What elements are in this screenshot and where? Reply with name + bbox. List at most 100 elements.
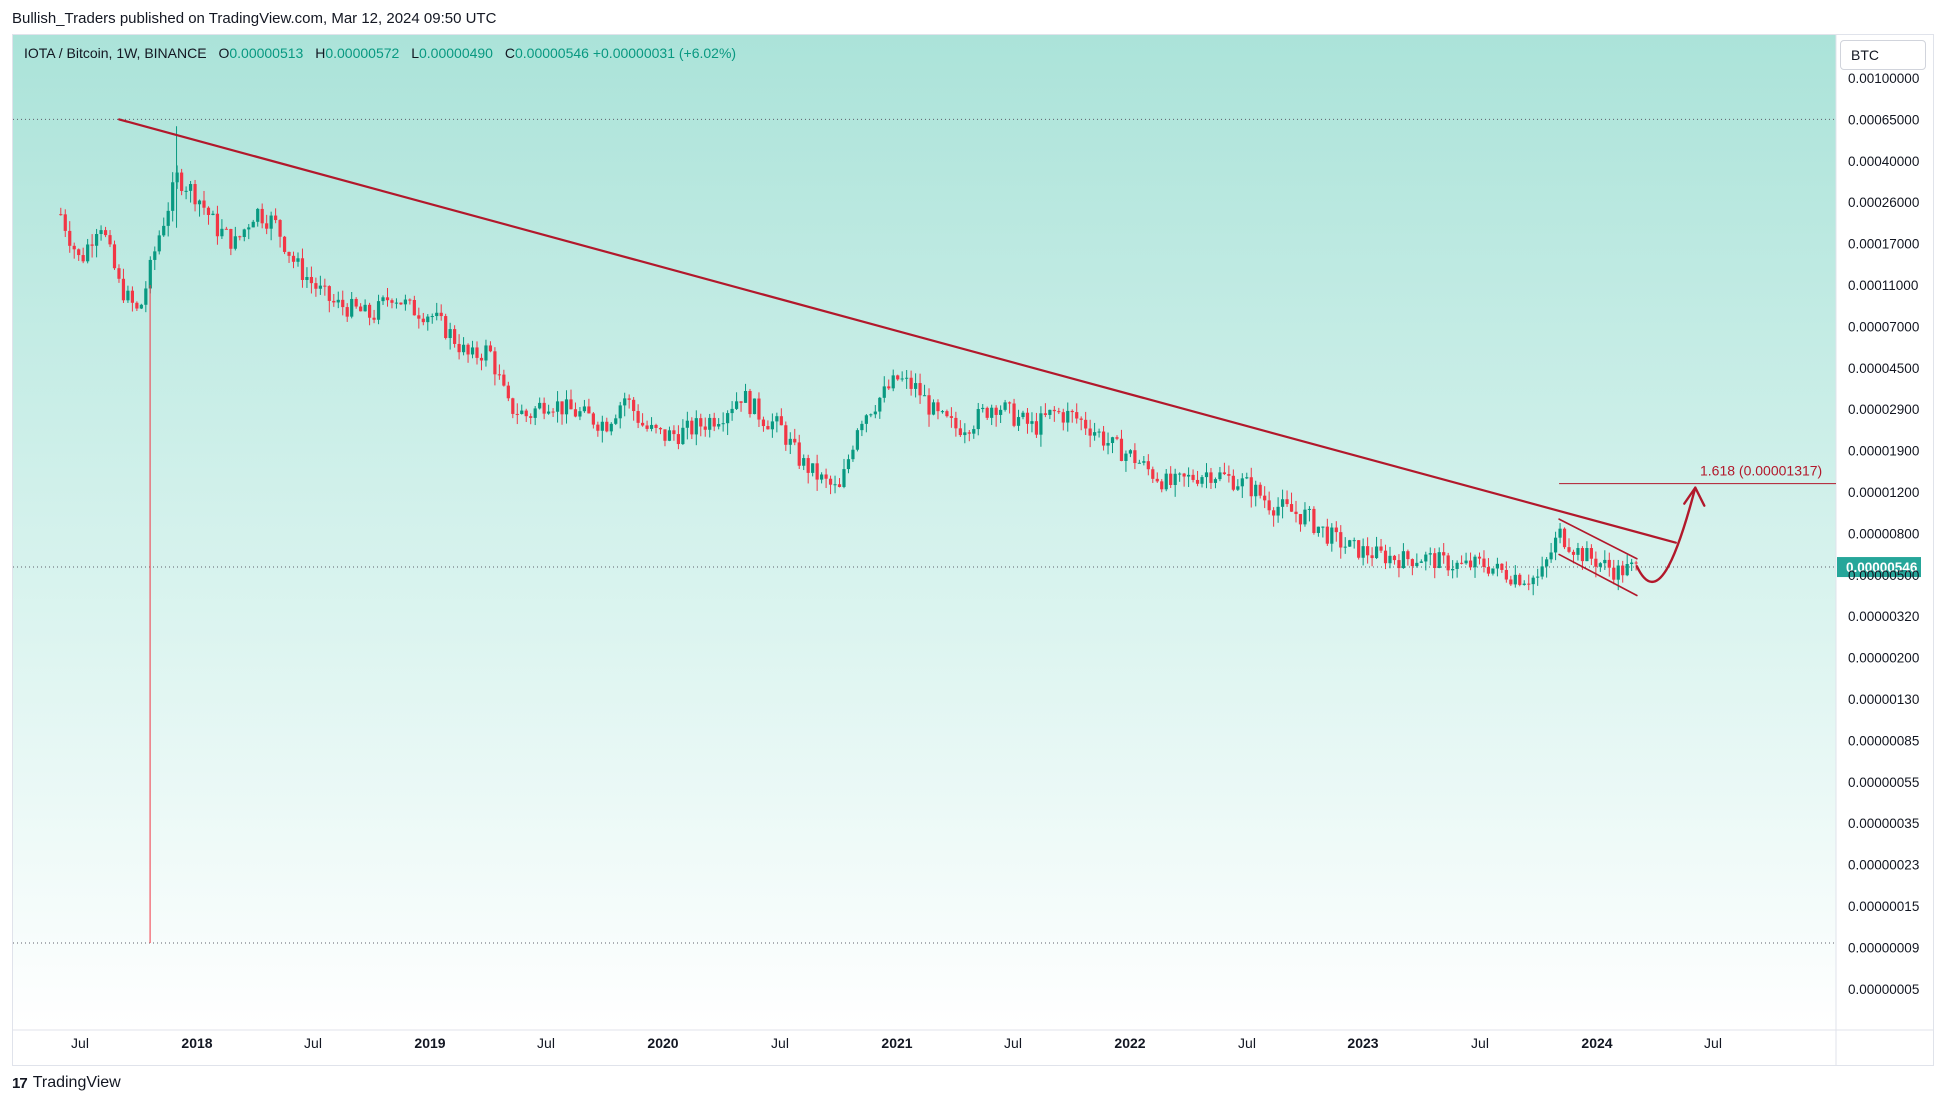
candle-body xyxy=(945,411,949,417)
x-tick-label: 2021 xyxy=(881,1035,912,1051)
candle-body xyxy=(1070,410,1074,413)
candle-body xyxy=(869,414,873,416)
candle-body xyxy=(770,421,774,430)
candle-body xyxy=(1486,567,1491,574)
candle-body xyxy=(806,458,810,473)
candle-body xyxy=(564,399,569,415)
candle-body xyxy=(1249,477,1253,497)
candle-body xyxy=(139,304,143,309)
candle-body xyxy=(1410,559,1414,567)
candle-body xyxy=(430,316,434,318)
candle-body xyxy=(341,299,345,308)
candle-body xyxy=(1612,567,1616,580)
candle-body xyxy=(180,172,184,191)
candle-body xyxy=(466,344,470,355)
candle-body xyxy=(224,228,228,230)
candle-body xyxy=(488,345,493,352)
candle-body xyxy=(873,411,877,415)
candle-body xyxy=(1039,413,1043,435)
candle-body xyxy=(1504,569,1508,580)
candle-body xyxy=(1316,526,1320,533)
candle-body xyxy=(815,463,819,480)
candle-body xyxy=(739,401,743,403)
candle-body xyxy=(1151,469,1155,479)
candle-body xyxy=(1209,472,1213,483)
candle-body xyxy=(269,215,273,229)
candle-body xyxy=(1406,551,1410,560)
tradingview-footer[interactable]: 17 TradingView xyxy=(12,1074,121,1092)
candle-body xyxy=(1571,551,1576,555)
candle-body xyxy=(484,345,488,361)
candle-body xyxy=(860,423,864,431)
y-tick-label: 0.00000005 xyxy=(1848,982,1919,997)
candle-body xyxy=(954,417,958,429)
candle-body xyxy=(1030,421,1034,424)
currency-selector[interactable]: BTC xyxy=(1840,40,1926,70)
candle-body xyxy=(520,410,524,414)
candle-body xyxy=(287,251,291,256)
candle-body xyxy=(761,419,766,427)
candle-body xyxy=(336,299,340,303)
candle-body xyxy=(1348,540,1352,547)
candle-body xyxy=(511,398,515,414)
candle-body xyxy=(1258,484,1262,496)
candle-body xyxy=(1088,428,1092,436)
candle-body xyxy=(1473,556,1477,568)
candle-body xyxy=(623,398,627,406)
candle-body xyxy=(1585,548,1589,562)
candle-body xyxy=(238,236,242,238)
candle-body xyxy=(220,228,224,237)
candle-body xyxy=(605,421,609,432)
candle-body xyxy=(417,315,421,319)
candle-body xyxy=(1178,473,1182,475)
candle-body xyxy=(1513,574,1517,585)
candle-body xyxy=(1630,562,1634,564)
candle-body xyxy=(690,420,694,435)
candle-body xyxy=(1482,558,1486,568)
candle-body xyxy=(242,229,246,238)
candle-body xyxy=(1128,450,1133,454)
y-tick-label: 0.00000500 xyxy=(1848,568,1919,583)
candle-body xyxy=(694,418,698,435)
candle-body xyxy=(1580,548,1585,562)
candle-body xyxy=(1598,563,1602,567)
candle-body xyxy=(985,407,989,418)
candle-body xyxy=(175,172,179,183)
candle-body xyxy=(135,302,139,309)
symbol-title[interactable]: IOTA / Bitcoin, 1W, BINANCE xyxy=(24,45,207,61)
candle-body xyxy=(108,235,112,245)
y-tick-label: 0.00000130 xyxy=(1848,692,1919,707)
candle-body xyxy=(667,430,672,441)
candle-body xyxy=(632,399,636,412)
candle-body xyxy=(1061,412,1065,423)
candle-body xyxy=(1339,532,1343,548)
tradingview-brand: TradingView xyxy=(32,1074,121,1091)
candle-body xyxy=(788,438,792,445)
candle-body xyxy=(1084,419,1088,429)
last-price-tag xyxy=(1837,557,1921,578)
candle-body xyxy=(1374,546,1379,559)
projection-curve xyxy=(1635,486,1697,583)
candle-body xyxy=(148,259,152,289)
candle-body xyxy=(1285,499,1289,505)
falling-wedge-lower-line xyxy=(1558,553,1638,597)
candle-body xyxy=(717,423,721,427)
candle-body xyxy=(291,255,296,262)
candle-body xyxy=(1553,537,1558,553)
candle-body xyxy=(1594,558,1598,567)
candle-body xyxy=(1325,526,1329,544)
candle-body xyxy=(1079,418,1083,420)
y-tick-label: 0.00000085 xyxy=(1848,733,1919,748)
candle-body xyxy=(1437,552,1441,569)
candle-body xyxy=(775,416,779,422)
candle-body xyxy=(990,407,994,418)
candle-body xyxy=(976,409,980,430)
candle-body xyxy=(1280,499,1285,507)
candle-body xyxy=(1124,453,1128,461)
candle-body xyxy=(130,290,134,303)
candle-body xyxy=(685,420,689,428)
candle-body xyxy=(708,417,712,430)
candle-body xyxy=(1021,412,1025,418)
candle-body xyxy=(1115,437,1119,439)
